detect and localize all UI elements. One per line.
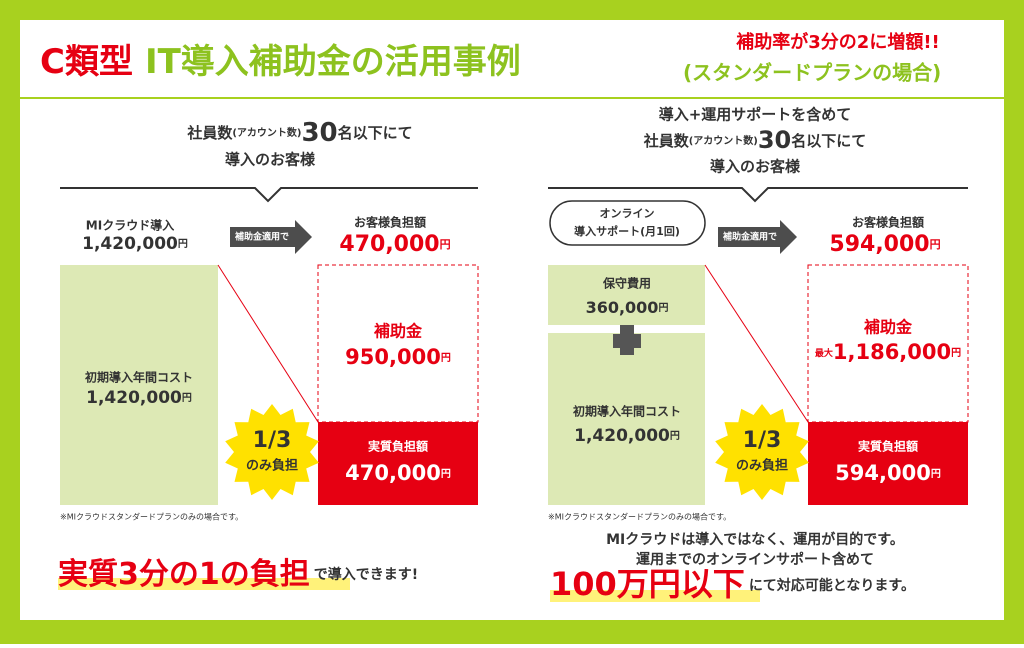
plus — [613, 325, 641, 355]
actual-box — [318, 422, 478, 505]
label: 保守費用 — [602, 276, 651, 291]
heading: 社員数(アカウント数)30名以下にて — [186, 118, 412, 148]
text: 社員数 — [643, 132, 690, 150]
actual-box — [808, 422, 968, 505]
title-prefix: C類型 — [40, 42, 133, 82]
text: 360,000 — [586, 298, 659, 317]
label: 初期導入年間コスト — [85, 370, 193, 385]
label: 初期導入年間コスト — [573, 404, 681, 419]
amount: 1,420,000円 — [86, 388, 192, 408]
footer: MIクラウドは導入ではなく、運用が目的です。 — [606, 531, 904, 548]
note: ※MIクラウドスタンダードプランのみの場合です。 — [548, 512, 731, 522]
divider — [548, 187, 968, 203]
text: 1,186,000 — [833, 340, 951, 364]
label: 補助金 — [373, 322, 423, 341]
title: C類型 IT導入補助金の活用事例 — [40, 42, 521, 82]
label: 実質負担額 — [858, 439, 918, 454]
unit: 円 — [951, 347, 961, 359]
text: 950,000 — [345, 345, 441, 369]
amount: 1,420,000円 — [574, 426, 680, 446]
heading: 社員数(アカウント数)30名以下にて — [643, 126, 867, 154]
unit: 円 — [670, 430, 680, 442]
text: 100万円以下 — [550, 565, 745, 603]
unit: 円 — [182, 392, 192, 404]
label: お客様負担額 — [852, 215, 924, 230]
cost-box — [548, 333, 705, 505]
footer: 実質3分の1の負担 で導入できます! — [58, 557, 418, 592]
arrow — [230, 220, 312, 254]
unit: 円 — [658, 302, 668, 314]
star-text: のみ負担 — [736, 458, 788, 474]
amount: 1,420,000円 — [82, 234, 188, 254]
text: 名以下にて — [791, 132, 866, 150]
text: 名以下にて — [338, 124, 413, 142]
fraction: 1/3 — [743, 428, 782, 453]
footer: 運用までのオンラインサポート含めて — [636, 551, 874, 568]
text: 最大 — [815, 347, 833, 359]
star — [225, 404, 319, 500]
subtitle: (スタンダードプランの場合) — [683, 61, 941, 85]
text: 30 — [301, 118, 337, 148]
amount: 360,000円 — [586, 298, 669, 317]
amount: 594,000円 — [829, 232, 940, 257]
highlight — [550, 590, 760, 602]
heading: 導入のお客様 — [225, 151, 316, 169]
bubble-text: オンライン — [600, 207, 655, 220]
amount: 470,000円 — [345, 461, 451, 485]
title-main: IT導入補助金の活用事例 — [145, 42, 521, 82]
label: お客様負担額 — [354, 215, 426, 230]
bubble-text: 導入サポート(月1回) — [574, 224, 680, 238]
arrow — [718, 220, 797, 254]
amount: 594,000円 — [835, 461, 941, 485]
label: 補助金 — [863, 318, 913, 337]
heading: 導入+運用サポートを含めて — [659, 106, 852, 124]
text: 実質3分の1の負担 — [58, 557, 310, 592]
amount: 470,000円 — [339, 232, 450, 257]
text: 1,420,000 — [86, 388, 182, 408]
text: 社員数 — [186, 124, 233, 142]
note: ※MIクラウドスタンダードプランのみの場合です。 — [60, 512, 243, 522]
arrow-label: 補助金適用で — [722, 231, 777, 243]
text: にて対応可能となります。 — [749, 577, 915, 594]
text: 594,000 — [829, 232, 929, 257]
maintenance-box — [548, 265, 705, 325]
badge: 補助率が3分の2に増額!! — [735, 31, 939, 53]
bubble — [549, 200, 706, 246]
unit: 円 — [178, 238, 188, 250]
text: 470,000 — [339, 232, 439, 257]
unit: 円 — [931, 468, 941, 480]
text: 470,000 — [345, 461, 441, 485]
subsidy-box — [807, 264, 969, 423]
label: MIクラウド導入 — [86, 218, 174, 233]
text: 1,420,000 — [574, 426, 670, 446]
connector — [704, 264, 809, 423]
text: (アカウント数) — [689, 134, 758, 147]
star-text: のみ負担 — [246, 458, 298, 474]
label: 実質負担額 — [368, 439, 428, 454]
text: 1,420,000 — [82, 234, 178, 254]
fraction: 1/3 — [253, 428, 292, 453]
connector — [217, 264, 319, 423]
unit: 円 — [930, 238, 941, 251]
unit: 円 — [441, 468, 451, 480]
amount: 950,000円 — [345, 345, 451, 369]
subsidy-box — [317, 264, 479, 423]
text: 30 — [758, 126, 791, 154]
highlight — [58, 578, 350, 590]
star — [715, 404, 809, 500]
cost-box — [60, 265, 218, 505]
arrow-label: 補助金適用で — [234, 231, 289, 243]
text: 594,000 — [835, 461, 931, 485]
unit: 円 — [440, 238, 451, 251]
divider — [60, 187, 478, 203]
unit: 円 — [441, 352, 451, 364]
text: で導入できます! — [314, 566, 418, 583]
footer: 100万円以下 にて対応可能となります。 — [550, 565, 915, 603]
amount: 最大1,186,000円 — [815, 340, 961, 364]
heading: 導入のお客様 — [710, 158, 801, 176]
text: (アカウント数) — [232, 126, 301, 139]
